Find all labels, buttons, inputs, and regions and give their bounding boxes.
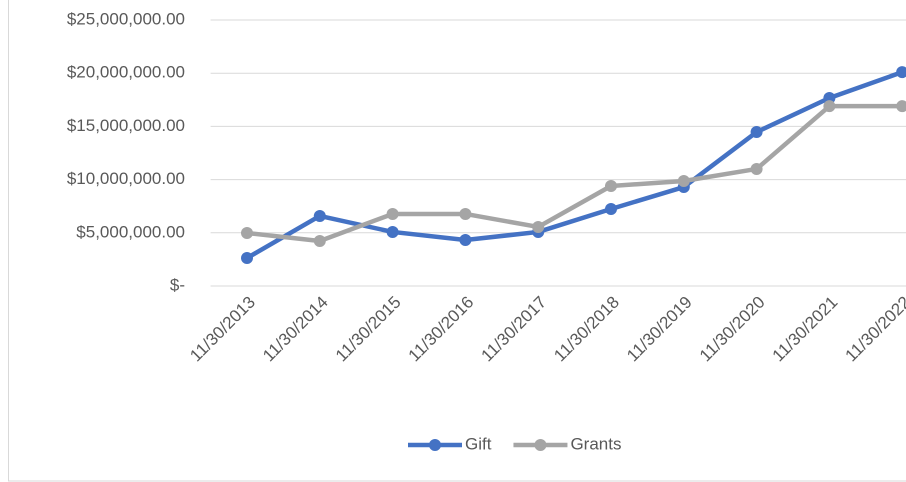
point — [896, 66, 906, 79]
x-tick-label: 11/30/2021 — [769, 293, 842, 366]
y-tick-label: $15,000,000.00 — [67, 116, 185, 135]
y-tick-label: $20,000,000.00 — [67, 63, 185, 82]
point — [896, 100, 906, 113]
x-tick-label: 11/30/2019 — [623, 293, 696, 366]
point — [386, 225, 399, 238]
x-tick-label: 11/30/2014 — [259, 293, 332, 366]
point — [241, 252, 253, 265]
x-tick-label: 11/30/2013 — [186, 293, 259, 366]
point — [823, 100, 836, 113]
point — [313, 234, 326, 247]
point — [605, 202, 617, 215]
y-tick-label: $10,000,000.00 — [67, 169, 185, 188]
y-tick-label: $5,000,000.00 — [76, 222, 185, 241]
point — [677, 174, 690, 187]
point — [313, 209, 326, 222]
point — [605, 179, 617, 192]
chart-border — [8, 0, 906, 482]
point — [532, 220, 545, 233]
x-tick-label: 11/30/2015 — [332, 293, 405, 366]
legend-label: Gift — [465, 434, 492, 453]
legend-marker — [429, 439, 441, 451]
point — [750, 126, 763, 139]
legend-label: Grants — [570, 434, 621, 453]
x-tick-label: 11/30/2020 — [696, 293, 769, 366]
x-tick-label: 11/30/2022 — [841, 293, 906, 366]
plot — [241, 66, 906, 265]
point — [750, 162, 763, 175]
y-tick-label: $- — [170, 275, 185, 294]
point — [241, 227, 253, 240]
point — [459, 234, 472, 247]
series-line — [245, 70, 903, 260]
y-tick-label: $25,000,000.00 — [67, 9, 185, 28]
series-line — [246, 103, 903, 244]
x-tick-label: 11/30/2016 — [405, 293, 478, 366]
x-tick-label: 11/30/2017 — [477, 293, 550, 366]
x-tick-label: 11/30/2018 — [550, 293, 623, 366]
point — [386, 207, 399, 220]
point — [459, 207, 472, 220]
legend-marker — [534, 439, 547, 451]
